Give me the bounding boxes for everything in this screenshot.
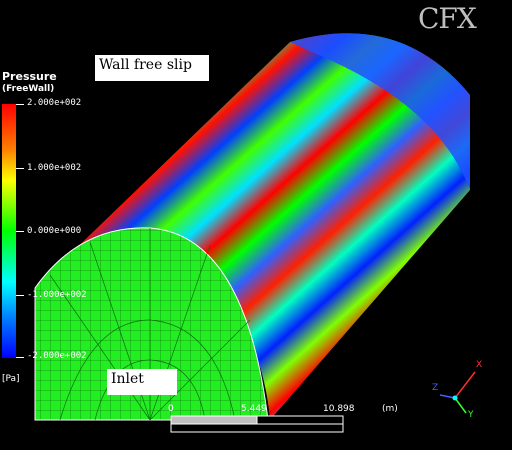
legend-tick bbox=[16, 104, 24, 105]
axis-x-label: X bbox=[476, 360, 483, 370]
legend-tick-label: -2.000e+002 bbox=[27, 351, 87, 361]
legend-tick-label: 1.000e+002 bbox=[27, 163, 82, 173]
axis-z-label: Z bbox=[432, 383, 439, 393]
legend-title: Pressure bbox=[2, 70, 57, 83]
legend-tick-label: -1.000e+002 bbox=[27, 290, 87, 300]
scale-bar bbox=[170, 415, 344, 433]
scale-unit: (m) bbox=[382, 404, 398, 414]
legend-tick-label: 0.000e+000 bbox=[27, 226, 82, 236]
legend-tick-label: 2.000e+002 bbox=[27, 98, 82, 108]
legend-tick bbox=[16, 231, 24, 232]
legend-unit: [Pa] bbox=[2, 374, 20, 384]
pressure-colorbar bbox=[2, 104, 16, 358]
inlet-label: Inlet bbox=[107, 369, 177, 395]
scale-label-0: 0 bbox=[168, 404, 174, 414]
legend-tick bbox=[16, 168, 24, 169]
wall-label: Wall free slip bbox=[95, 55, 209, 81]
cylinder-far-cap bbox=[290, 33, 470, 190]
scale-label-1: 5.449 bbox=[241, 404, 267, 414]
axis-triad bbox=[439, 371, 476, 414]
legend-subtitle: (FreeWall) bbox=[2, 84, 55, 94]
legend-tick bbox=[16, 357, 24, 358]
inlet-mesh-lines bbox=[49, 228, 251, 421]
cylinder-body bbox=[35, 33, 470, 420]
cfx-logo: CFX bbox=[418, 2, 477, 35]
axis-y-label: Y bbox=[468, 410, 474, 420]
inlet-face bbox=[34, 227, 269, 421]
legend-tick bbox=[16, 295, 24, 296]
scale-label-2: 10.898 bbox=[323, 404, 355, 414]
